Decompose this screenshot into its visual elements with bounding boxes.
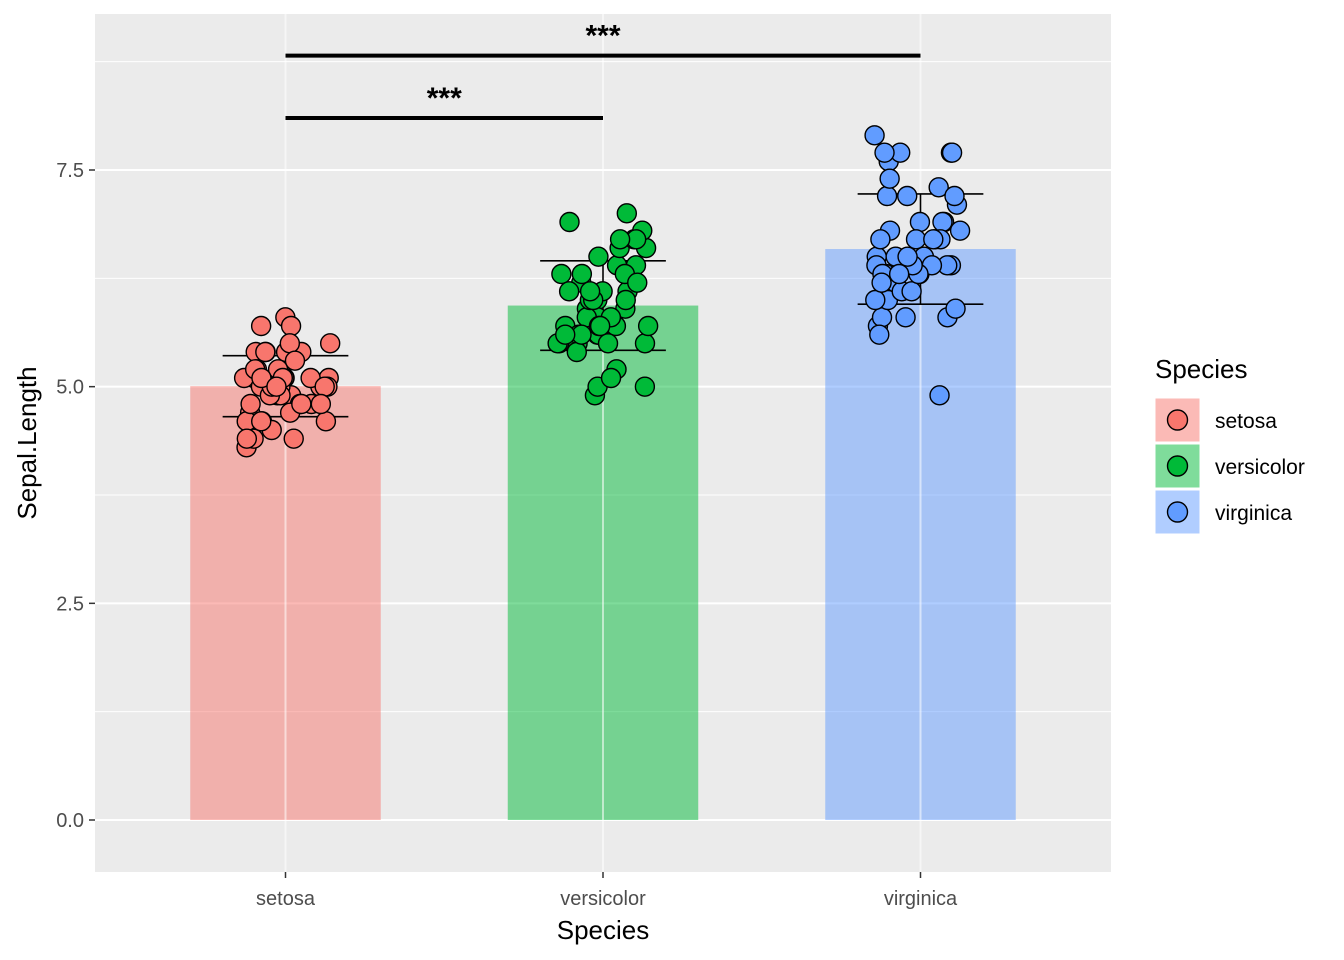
point-virginica: [879, 168, 900, 189]
y-tick-label: 7.5: [56, 160, 84, 182]
point-setosa: [291, 393, 312, 415]
point-setosa: [319, 333, 341, 354]
point-virginica: [945, 298, 966, 319]
x-tick-label: setosa: [256, 888, 316, 910]
point-versicolor: [600, 367, 622, 389]
point-virginica: [871, 307, 893, 328]
y-tick-label: 5.0: [56, 377, 84, 399]
point-versicolor: [559, 211, 580, 233]
significance-label: ***: [427, 82, 462, 115]
point-setosa: [266, 376, 287, 397]
point-virginica: [941, 142, 963, 163]
point-virginica: [865, 289, 886, 311]
point-versicolor: [615, 289, 636, 311]
legend-key-virginica: [1154, 489, 1201, 535]
point-setosa: [240, 393, 261, 415]
point-virginica: [876, 185, 898, 207]
point-setosa: [251, 367, 272, 389]
point-setosa: [280, 315, 302, 337]
point-virginica: [871, 272, 892, 293]
point-virginica: [864, 125, 885, 146]
point-virginica: [944, 185, 965, 207]
point-versicolor: [597, 333, 619, 354]
legend: Species setosa versicolor virginica: [1154, 354, 1305, 535]
point-virginica: [897, 185, 918, 207]
y-tick-label: 0.0: [56, 810, 84, 832]
point-virginica: [901, 281, 922, 302]
x-tick-label: virginica: [884, 888, 958, 910]
x-tick-label: versicolor: [560, 888, 646, 910]
point-virginica: [905, 229, 927, 250]
legend-items: setosa versicolor virginica: [1154, 397, 1305, 535]
point-versicolor: [634, 376, 656, 397]
point-versicolor: [637, 315, 659, 337]
point-virginica: [909, 211, 931, 233]
y-tick-label: 2.5: [56, 593, 84, 615]
point-virginica: [928, 177, 949, 198]
point-versicolor: [551, 263, 572, 285]
point-versicolor: [588, 246, 609, 267]
point-versicolor: [566, 341, 587, 363]
legend-title: Species: [1155, 354, 1248, 384]
point-setosa: [283, 428, 304, 449]
point-setosa: [314, 376, 335, 397]
legend-point-setosa: [1166, 409, 1189, 431]
x-axis-title: Species: [557, 915, 650, 945]
point-versicolor: [627, 272, 648, 293]
point-virginica: [874, 142, 895, 163]
point-versicolor: [616, 203, 638, 224]
point-versicolor: [571, 263, 593, 285]
point-setosa: [310, 393, 332, 415]
legend-label-virginica: virginica: [1215, 502, 1292, 525]
y-axis: 0.0 2.5 5.0 7.5: [56, 160, 95, 832]
point-versicolor: [634, 333, 656, 354]
point-virginica: [888, 263, 910, 285]
data-points: [233, 125, 971, 458]
point-virginica: [897, 246, 918, 267]
point-setosa: [250, 315, 272, 337]
legend-point-virginica: [1166, 501, 1189, 523]
point-setosa: [284, 350, 306, 371]
legend-point-versicolor: [1166, 455, 1189, 477]
point-virginica: [869, 324, 890, 345]
point-virginica: [949, 220, 971, 241]
significance-label: ***: [585, 20, 620, 53]
point-virginica: [932, 211, 953, 233]
legend-label-versicolor: versicolor: [1215, 456, 1305, 479]
point-versicolor: [589, 315, 611, 337]
point-versicolor: [609, 229, 631, 250]
point-setosa: [255, 341, 276, 363]
point-virginica: [923, 229, 944, 250]
significance-brackets: *** ***: [285, 20, 921, 120]
point-setosa: [315, 411, 337, 432]
point-versicolor: [558, 281, 580, 302]
point-setosa: [251, 411, 272, 432]
point-setosa: [236, 428, 258, 449]
point-versicolor: [579, 281, 601, 302]
x-axis: setosa versicolor virginica: [256, 872, 958, 910]
legend-label-setosa: setosa: [1215, 410, 1277, 433]
y-axis-title: Sepal.Length: [12, 366, 42, 519]
point-setosa: [279, 333, 301, 354]
point-versicolor: [555, 324, 576, 345]
point-virginica: [929, 385, 950, 406]
point-virginica: [870, 229, 891, 250]
point-virginica: [895, 307, 916, 328]
